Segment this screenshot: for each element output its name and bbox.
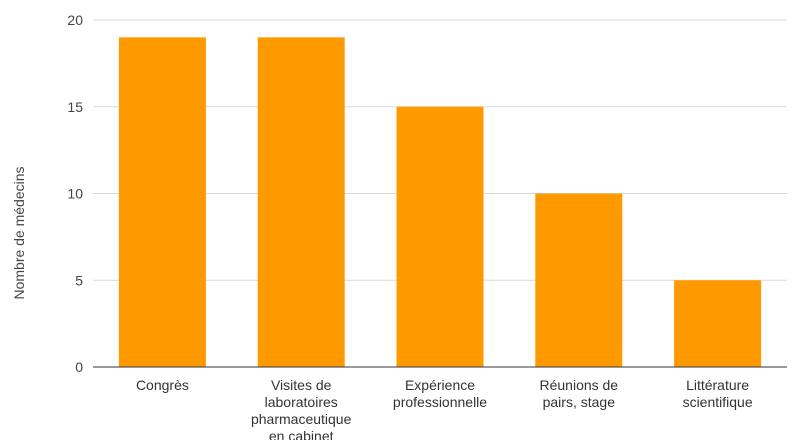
- bar: [535, 193, 623, 367]
- bar: [257, 37, 345, 367]
- x-category-label-line: professionnelle: [393, 394, 487, 410]
- y-tick-label: 20: [67, 12, 83, 28]
- bar: [674, 280, 762, 367]
- y-tick-label: 5: [75, 272, 83, 288]
- x-axis-category-labels: Congrès Visites de laboratoires pharmaceuti…: [136, 377, 753, 440]
- bars: [118, 37, 762, 367]
- y-axis-ticks: 0 5 10 15 20: [67, 12, 83, 375]
- x-category-label-line: pairs, stage: [543, 394, 616, 410]
- x-category-label-line: Congrès: [136, 377, 189, 393]
- x-category-label-line: en cabinet: [269, 428, 334, 440]
- x-category-label: Littérature scientifique: [683, 377, 753, 410]
- bar: [396, 106, 484, 367]
- x-category-label: Visites de laboratoires pharmaceutique en c…: [251, 377, 352, 440]
- x-category-label: Expérience professionnelle: [393, 377, 487, 410]
- x-category-label-line: Expérience: [405, 377, 475, 393]
- y-tick-label: 0: [75, 359, 83, 375]
- x-category-label-line: Littérature: [686, 377, 749, 393]
- y-tick-label: 15: [67, 99, 83, 115]
- x-category-label-line: scientifique: [683, 394, 753, 410]
- y-tick-label: 10: [67, 186, 83, 202]
- bar: [118, 37, 206, 367]
- x-category-label: Congrès: [136, 377, 189, 393]
- x-category-label-line: pharmaceutique: [251, 411, 352, 427]
- x-category-label-line: Réunions de: [539, 377, 618, 393]
- x-category-label-line: Visites de: [271, 377, 332, 393]
- y-axis-title: Nombre de médecins: [11, 166, 27, 299]
- x-category-label-line: laboratoires: [265, 394, 338, 410]
- x-category-label: Réunions de pairs, stage: [539, 377, 618, 410]
